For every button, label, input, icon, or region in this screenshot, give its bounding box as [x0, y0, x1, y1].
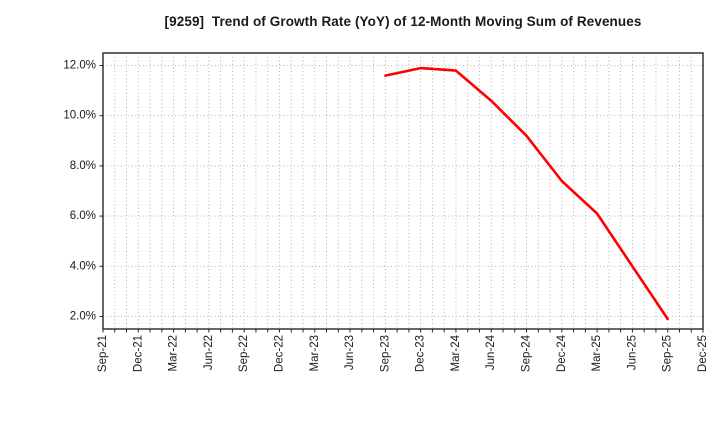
x-tick-label: Mar-22	[168, 335, 180, 371]
y-tick-label: 6.0%	[70, 210, 96, 222]
y-tick-label: 2.0%	[70, 310, 96, 322]
y-tick-labels: 2.0% 4.0% 6.0% 8.0% 10.0% 12.0%	[63, 60, 96, 323]
x-tick-label: Dec-21	[132, 335, 144, 372]
x-tick-label: Dec-24	[556, 334, 568, 372]
y-tick-label: 10.0%	[63, 110, 96, 122]
x-tick-label: Mar-23	[309, 335, 321, 371]
plot-border	[102, 52, 704, 330]
chart-title: [9259] Trend of Growth Rate (YoY) of 12-…	[164, 14, 642, 29]
y-tick-label: 12.0%	[63, 60, 96, 72]
vertical-gridlines	[114, 53, 692, 329]
x-tick-label: Mar-25	[591, 335, 603, 371]
y-tick-label: 8.0%	[70, 160, 96, 172]
x-tick-label: Jun-24	[485, 334, 497, 370]
x-tick-label: Jun-22	[203, 335, 215, 370]
x-tick-label: Mar-24	[450, 334, 462, 371]
x-tick-label: Sep-23	[379, 335, 391, 372]
x-tick-label: Sep-21	[97, 335, 109, 372]
horizontal-gridlines	[103, 65, 703, 317]
series-line-growth-rate	[384, 66, 670, 321]
x-tick-label: Sep-25	[662, 335, 674, 372]
x-tick-label: Sep-24	[521, 334, 533, 372]
y-tick-label: 4.0%	[70, 260, 96, 272]
x-tick-label: Dec-25	[697, 335, 709, 372]
x-tick-label: Dec-23	[415, 335, 427, 372]
tick-marks	[99, 65, 704, 333]
x-tick-labels: Sep-21 Dec-21 Mar-22 Jun-22 Sep-22 Dec-22 Mar-…	[97, 334, 709, 372]
x-tick-label: Sep-22	[238, 335, 250, 372]
x-tick-label: Jun-23	[344, 335, 356, 370]
x-tick-label: Dec-22	[273, 335, 285, 372]
x-tick-label: Jun-25	[626, 335, 638, 370]
